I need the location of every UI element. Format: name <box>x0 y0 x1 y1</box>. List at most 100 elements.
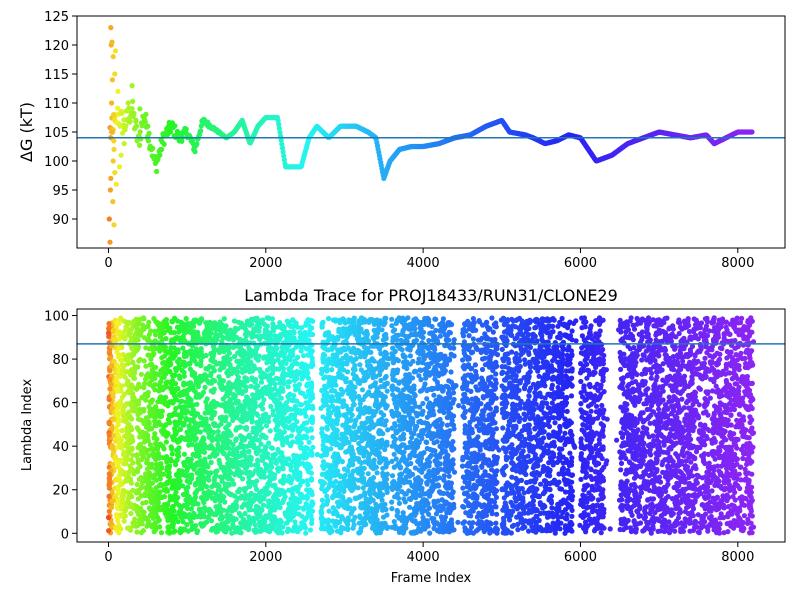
lambda-point <box>278 435 284 442</box>
lambda-point <box>187 380 194 386</box>
lambda-point <box>282 372 288 378</box>
lambda-point <box>162 344 169 350</box>
lambda-point <box>268 469 274 475</box>
lambda-point <box>247 506 253 512</box>
lambda-point <box>185 484 191 490</box>
lambda-point <box>236 358 242 364</box>
lambda-point <box>230 463 236 470</box>
lambda-point <box>261 474 267 480</box>
delta-g-x-tick-label: 0 <box>104 256 112 271</box>
lambda-point <box>221 316 227 322</box>
lambda-point <box>264 465 270 471</box>
lambda-point <box>226 481 232 487</box>
lambda-title: Lambda Trace for PROJ18433/RUN31/CLONE29 <box>244 286 618 305</box>
lambda-point <box>341 466 347 472</box>
lambda-point <box>158 394 164 400</box>
lambda-point <box>252 482 258 488</box>
delta-g-point <box>161 141 167 147</box>
lambda-point <box>126 319 132 325</box>
lambda-point <box>117 400 123 406</box>
lambda-point <box>207 443 213 449</box>
lambda-point <box>322 489 328 495</box>
lambda-point <box>157 504 163 511</box>
lambda-point <box>320 397 326 403</box>
lambda-point <box>239 470 245 476</box>
lambda-point <box>153 319 159 325</box>
lambda-point <box>247 483 253 489</box>
lambda-point <box>257 421 263 427</box>
lambda-point <box>219 526 225 532</box>
lambda-point <box>237 424 243 430</box>
lambda-panel: Lambda Trace for PROJ18433/RUN31/CLONE29… <box>20 286 786 586</box>
lambda-point <box>168 361 174 368</box>
lambda-point <box>181 460 187 466</box>
lambda-point <box>108 363 115 369</box>
lambda-point <box>257 366 263 373</box>
delta-g-point <box>112 170 118 176</box>
lambda-point <box>215 495 221 501</box>
lambda-point <box>280 498 286 504</box>
lambda-point <box>263 423 270 429</box>
lambda-point <box>293 467 299 473</box>
lambda-point <box>307 327 313 333</box>
lambda-point <box>185 528 191 534</box>
lambda-point <box>110 416 116 422</box>
lambda-point <box>215 402 221 408</box>
lambda-point <box>136 489 142 495</box>
lambda-point <box>118 445 124 451</box>
lambda-point <box>181 422 187 428</box>
lambda-point <box>133 344 139 350</box>
lambda-point <box>211 368 217 374</box>
delta-g-point <box>133 123 140 129</box>
lambda-point <box>355 485 361 491</box>
delta-g-point <box>106 216 112 222</box>
lambda-point <box>289 364 295 370</box>
lambda-point <box>262 448 268 454</box>
lambda-point <box>310 318 316 324</box>
lambda-point <box>175 519 181 525</box>
lambda-point <box>141 408 147 414</box>
lambda-point <box>109 498 115 504</box>
lambda-point <box>169 434 176 440</box>
lambda-point <box>106 480 112 487</box>
lambda-point <box>345 345 351 351</box>
lambda-point <box>288 433 294 439</box>
lambda-point <box>294 368 300 375</box>
lambda-point <box>238 433 244 439</box>
lambda-point <box>232 529 239 535</box>
lambda-point <box>250 329 256 336</box>
lambda-point <box>188 418 194 424</box>
lambda-point <box>164 459 170 465</box>
lambda-point <box>348 510 354 517</box>
lambda-point <box>239 504 245 510</box>
lambda-point <box>324 493 330 499</box>
lambda-point <box>143 397 149 403</box>
delta-g-point <box>129 106 135 112</box>
lambda-point <box>172 459 178 465</box>
delta-g-y-tick-label: 120 <box>44 39 69 54</box>
lambda-point <box>332 381 338 387</box>
lambda-point <box>134 453 140 459</box>
lambda-point <box>309 502 315 508</box>
lambda-point <box>183 316 189 322</box>
lambda-point <box>217 507 223 513</box>
delta-g-point <box>152 153 158 159</box>
lambda-point <box>253 503 259 510</box>
lambda-point <box>331 425 337 431</box>
lambda-point <box>231 318 238 324</box>
lambda-point <box>303 400 309 406</box>
lambda-point <box>166 412 172 418</box>
lambda-point <box>177 528 183 535</box>
lambda-point <box>119 383 125 389</box>
delta-g-point <box>109 77 115 83</box>
lambda-point <box>145 447 152 453</box>
lambda-point <box>272 399 279 405</box>
lambda-point <box>237 408 243 414</box>
lambda-point <box>345 526 351 532</box>
lambda-point <box>187 348 193 354</box>
lambda-point <box>343 352 349 359</box>
lambda-point <box>268 508 274 514</box>
lambda-point <box>149 480 155 486</box>
lambda-point <box>169 319 175 325</box>
lambda-point <box>138 371 144 377</box>
